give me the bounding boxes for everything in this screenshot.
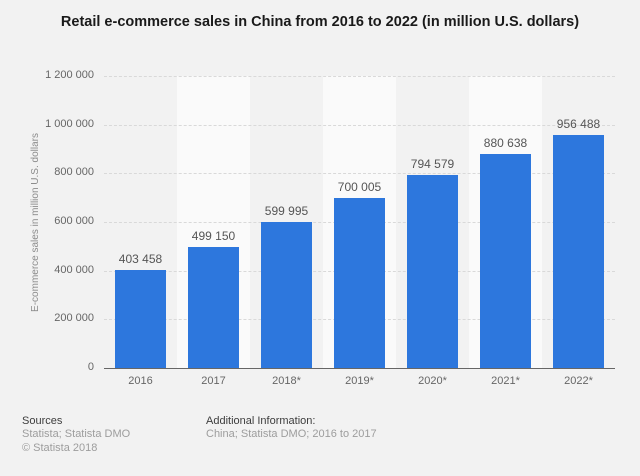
sources-line: Statista; Statista DMO [22, 428, 131, 440]
bar-value-label: 700 005 [337, 180, 382, 194]
bar-2018*[interactable] [261, 222, 312, 368]
gridline [104, 124, 615, 126]
y-tick-label: 800 000 [54, 166, 94, 179]
bar-2017[interactable] [188, 247, 239, 368]
bar-value-label: 956 488 [556, 117, 601, 131]
additional-info-heading: Additional Information: [206, 415, 316, 427]
bar-value-label: 599 995 [264, 204, 309, 218]
x-tick-label: 2022* [564, 375, 593, 387]
x-tick-label: 2020* [418, 375, 447, 387]
bar-2016[interactable] [115, 270, 166, 368]
y-tick-label: 1 200 000 [45, 69, 94, 81]
bar-2020*[interactable] [407, 175, 458, 368]
bar-2019*[interactable] [334, 198, 385, 368]
additional-info-line: China; Statista DMO; 2016 to 2017 [206, 428, 377, 440]
x-tick-label: 2017 [201, 375, 226, 387]
gridline [104, 76, 615, 77]
y-tick-label: 200 000 [54, 312, 94, 325]
x-tick-label: 2016 [128, 375, 153, 387]
x-tick-label: 2021* [491, 375, 520, 387]
y-tick-label: 1 000 000 [45, 117, 94, 130]
additional-info-block: Additional Information: China; Statista … [206, 414, 377, 442]
copyright-line: © Statista 2018 [22, 441, 98, 454]
sources-block: Sources Statista; Statista DMO © Statist… [22, 414, 130, 455]
gridline [104, 173, 615, 175]
bar-value-label: 403 458 [118, 252, 163, 266]
y-tick-label: 0 [87, 361, 94, 373]
bar-2021*[interactable] [480, 154, 531, 368]
bar-value-label: 880 638 [483, 136, 528, 150]
y-tick-label: 600 000 [54, 215, 94, 227]
x-axis-tick-labels: 2016 2017 2018* 2019* 2020* 2021* 2022* [104, 375, 615, 389]
y-tick-label: 400 000 [54, 263, 94, 276]
bar-value-label: 499 150 [191, 229, 236, 243]
x-tick-label: 2018* [272, 375, 301, 387]
bar-value-label: 794 579 [410, 157, 455, 171]
plot-area: 403 458 499 150 599 995 700 005 794 579 880 6… [104, 76, 615, 369]
chart-title: Retail e-commerce sales in China from 20… [60, 14, 580, 30]
bar-2022*[interactable] [553, 135, 604, 368]
x-tick-label: 2019* [345, 375, 374, 387]
sources-heading: Sources [22, 415, 63, 427]
